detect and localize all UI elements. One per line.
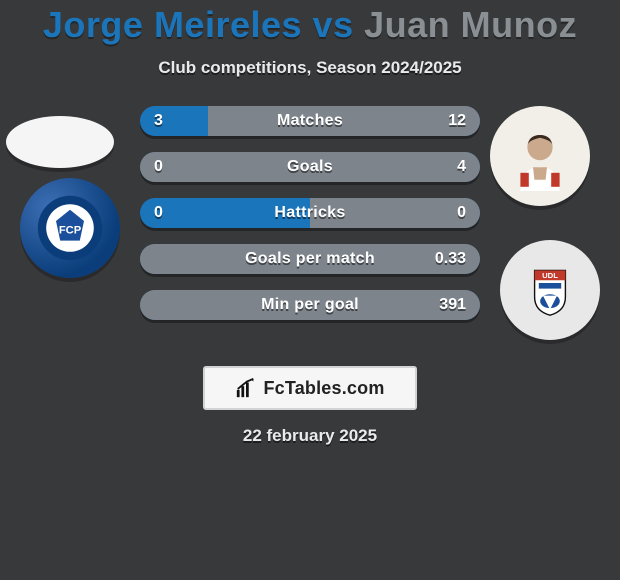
stat-value-right: 0 <box>457 198 466 228</box>
svg-text:FCP: FCP <box>59 225 82 237</box>
svg-text:UDL: UDL <box>542 271 558 280</box>
date-text: 22 february 2025 <box>0 426 620 446</box>
player2-avatar <box>490 106 590 206</box>
stat-bars: 3Matches120Goals40Hattricks0Goals per ma… <box>140 106 480 336</box>
stat-value-right: 4 <box>457 152 466 182</box>
player1-club-badge: FCP <box>20 178 120 278</box>
subtitle: Club competitions, Season 2024/2025 <box>0 58 620 78</box>
avatar-placeholder-icon <box>505 121 575 191</box>
stat-bar: Min per goal391 <box>140 290 480 320</box>
fctables-logo-icon <box>235 377 257 399</box>
credit-text: FcTables.com <box>263 378 384 399</box>
player1-name: Jorge Meireles <box>43 4 302 45</box>
player2-club-badge: UDL <box>500 240 600 340</box>
club-crest-icon: UDL <box>515 255 585 325</box>
player1-avatar <box>6 116 114 168</box>
stat-label: Matches <box>140 106 480 136</box>
stat-value-right: 12 <box>448 106 466 136</box>
stat-bar: 0Goals4 <box>140 152 480 182</box>
stat-bar: 3Matches12 <box>140 106 480 136</box>
credit-box[interactable]: FcTables.com <box>203 366 417 410</box>
stat-bar: Goals per match0.33 <box>140 244 480 274</box>
stat-label: Hattricks <box>140 198 480 228</box>
stat-bar: 0Hattricks0 <box>140 198 480 228</box>
stat-label: Goals per match <box>140 244 480 274</box>
vs-word: vs <box>313 4 354 45</box>
stat-label: Min per goal <box>140 290 480 320</box>
avatar-placeholder-icon <box>22 124 98 160</box>
stat-value-right: 391 <box>439 290 466 320</box>
stat-value-right: 0.33 <box>435 244 466 274</box>
player2-name: Juan Munoz <box>364 4 577 45</box>
stat-label: Goals <box>140 152 480 182</box>
club-crest-icon: FCP <box>35 193 105 263</box>
comparison-title: Jorge Meireles vs Juan Munoz <box>0 0 620 46</box>
comparison-body: FCP UDL 3Matches120Goals40Hattricks0Goal… <box>0 106 620 356</box>
